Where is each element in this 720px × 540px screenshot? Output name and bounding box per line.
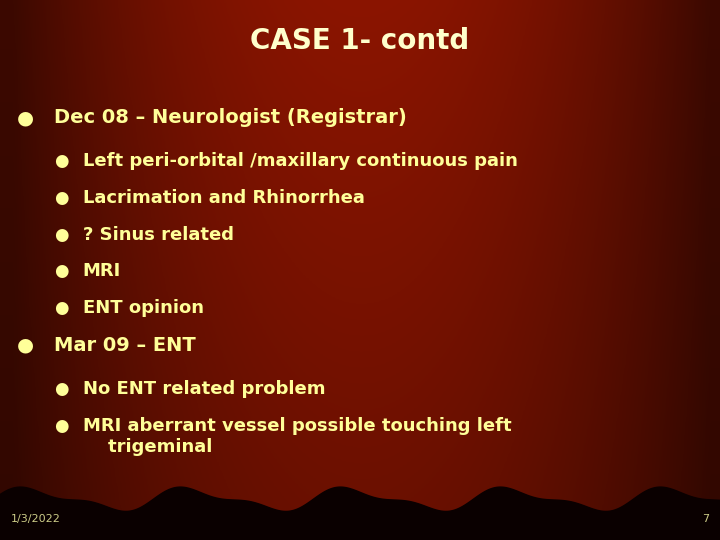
Text: ●: ● [54,262,68,280]
Text: ENT opinion: ENT opinion [83,299,204,317]
Text: MRI aberrant vessel possible touching left
    trigeminal: MRI aberrant vessel possible touching le… [83,417,511,456]
Text: 1/3/2022: 1/3/2022 [11,515,60,524]
Text: ●: ● [17,108,34,127]
Text: CASE 1- contd: CASE 1- contd [251,27,469,55]
Text: Lacrimation and Rhinorrhea: Lacrimation and Rhinorrhea [83,189,364,207]
Text: ●: ● [54,417,68,435]
Text: ●: ● [54,152,68,170]
Text: ●: ● [54,299,68,317]
Text: Dec 08 – Neurologist (Registrar): Dec 08 – Neurologist (Registrar) [54,108,407,127]
Text: ? Sinus related: ? Sinus related [83,226,234,244]
Text: ●: ● [54,226,68,244]
Text: ●: ● [17,336,34,355]
Text: No ENT related problem: No ENT related problem [83,380,325,398]
Text: Left peri-orbital /maxillary continuous pain: Left peri-orbital /maxillary continuous … [83,152,518,170]
Text: 7: 7 [702,515,709,524]
Text: MRI: MRI [83,262,121,280]
Text: Mar 09 – ENT: Mar 09 – ENT [54,336,196,355]
Text: ●: ● [54,380,68,398]
Text: ●: ● [54,189,68,207]
